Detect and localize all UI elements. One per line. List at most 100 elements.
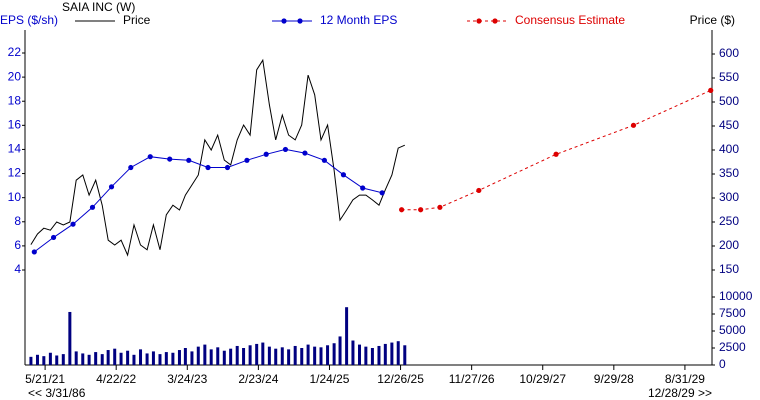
volume-bar (403, 345, 407, 365)
y2-tick-label: 400 (719, 142, 739, 156)
volume-bar (113, 348, 117, 365)
series-marker (340, 172, 347, 178)
volume-bar (29, 356, 33, 365)
y-tick-label: 10 (8, 190, 22, 204)
volume-bar (42, 356, 46, 365)
volume-bar (351, 340, 355, 365)
volume-bar (267, 346, 271, 365)
volume-bar (313, 346, 317, 365)
volume-bar (216, 347, 220, 365)
series-marker (186, 157, 192, 163)
series-marker (553, 151, 559, 157)
y2-tick-label: 300 (719, 190, 739, 204)
legend-marker (476, 18, 482, 24)
volume-bar (126, 350, 130, 365)
volume-bar (61, 354, 65, 365)
volume-bar (203, 344, 207, 365)
volume-bar (171, 352, 175, 365)
volume-bar (68, 311, 72, 365)
series-marker (147, 154, 153, 160)
series-marker (399, 207, 405, 213)
volume-bar (242, 348, 246, 365)
y2-tick-label: 250 (719, 214, 739, 228)
volume-bar (35, 354, 39, 365)
volume-tick-label: 5000 (719, 323, 746, 337)
volume-bar (94, 352, 98, 365)
volume-bar (209, 349, 213, 365)
chart-title: SAIA INC (W) (62, 0, 135, 14)
series-marker (418, 207, 424, 213)
series-marker (31, 249, 37, 255)
volume-tick-label: 2500 (719, 340, 746, 354)
series-line (30, 58, 406, 257)
volume-bar (319, 347, 323, 365)
series-line (401, 89, 711, 211)
volume-tick-label: 0 (719, 357, 726, 371)
legend-marker (297, 18, 303, 24)
x-tick-label: 1/24/25 (309, 372, 349, 386)
y-tick-label: 6 (14, 238, 21, 252)
volume-bar (370, 348, 374, 365)
y-tick-label: 18 (8, 93, 22, 107)
series-marker (379, 190, 385, 196)
volume-bar (255, 343, 259, 365)
volume-bar (81, 353, 85, 365)
series-marker (302, 150, 308, 156)
series-marker (263, 151, 269, 157)
series-marker (167, 156, 173, 162)
series-marker (70, 221, 76, 227)
x-tick-label: 10/29/27 (519, 372, 566, 386)
series-marker (205, 164, 211, 171)
legend-marker (281, 18, 287, 24)
series-marker (708, 87, 714, 93)
volume-bar (377, 345, 381, 365)
y2-tick-label: 450 (719, 118, 739, 132)
y-tick-label: 22 (8, 45, 22, 59)
volume-bar (55, 355, 59, 365)
volume-tick-label: 10000 (719, 289, 753, 303)
y2-axis-label: Price ($) (690, 13, 735, 27)
volume-bar (183, 348, 187, 365)
volume-bar (48, 352, 52, 365)
volume-bar (274, 348, 278, 365)
volume-tick-label: 7500 (719, 306, 746, 320)
y2-tick-label: 200 (719, 238, 739, 252)
y-tick-label: 4 (14, 262, 21, 276)
legend-label: 12 Month EPS (320, 13, 397, 27)
series-marker (244, 157, 250, 163)
series-marker (50, 234, 57, 241)
volume-bar (396, 341, 400, 365)
y-tick-label: 14 (8, 142, 22, 156)
x-tick-label: 8/31/29 (665, 372, 705, 386)
series-marker (224, 164, 231, 171)
volume-bar (338, 336, 342, 365)
volume-bar (390, 342, 394, 365)
y-tick-label: 16 (8, 118, 22, 132)
series-marker (89, 204, 96, 210)
volume-bar (261, 342, 265, 365)
volume-bar (383, 343, 387, 365)
x-tick-label: 2/23/24 (238, 372, 278, 386)
volume-bar (306, 344, 310, 365)
volume-bar (119, 352, 123, 365)
volume-bar (190, 351, 194, 365)
series-marker (282, 146, 289, 153)
volume-bar (145, 353, 149, 365)
volume-bar (158, 354, 162, 365)
volume-bar (222, 350, 226, 365)
volume-bar (74, 351, 78, 365)
volume-bar (293, 345, 297, 365)
volume-bar (326, 345, 330, 365)
volume-bar (332, 343, 336, 365)
x-tick-label: 5/21/21 (25, 372, 65, 386)
series-line (33, 148, 383, 253)
y2-tick-label: 550 (719, 70, 739, 84)
legend-label: Consensus Estimate (515, 13, 625, 27)
y2-tick-label: 150 (719, 262, 739, 276)
volume-bar (358, 344, 362, 365)
y-axis-label: EPS ($/sh) (0, 13, 58, 27)
volume-bar (87, 354, 91, 365)
legend-marker (492, 18, 498, 24)
series-marker (321, 157, 327, 163)
